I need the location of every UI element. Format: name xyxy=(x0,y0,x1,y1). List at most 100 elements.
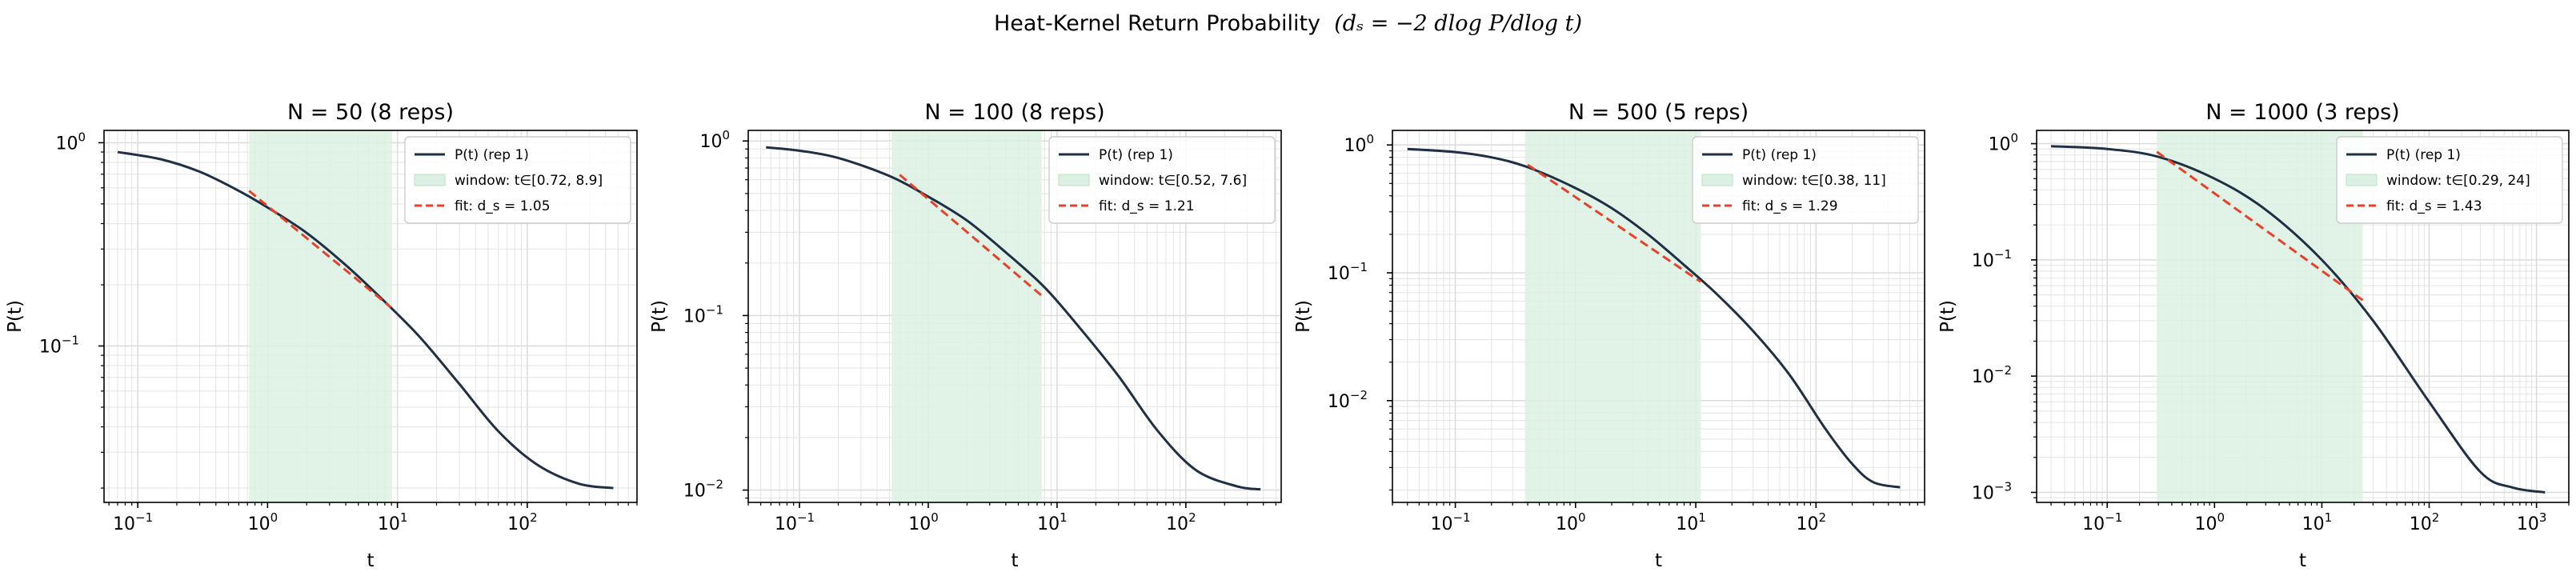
subplot-title: N = 500 (5 reps) xyxy=(1568,100,1749,125)
fit-window-band xyxy=(1524,130,1701,502)
x-tick-exponent: 1 xyxy=(2325,510,2333,525)
legend-label-window: window: t∈[0.29, 24] xyxy=(2386,173,2530,189)
y-tick-label: 10−1 xyxy=(683,302,723,326)
plot-frame xyxy=(2036,130,2570,503)
x-tick-exponent: −1 xyxy=(135,510,153,525)
legend-box xyxy=(1692,136,1919,224)
y-tick-exponent: −1 xyxy=(62,333,79,347)
legend-box xyxy=(2336,136,2563,224)
x-tick-label: 101 xyxy=(1037,510,1068,534)
y-tick-label: 100 xyxy=(1344,132,1374,156)
x-tick-exponent: 2 xyxy=(530,510,538,525)
legend-label-curve: P(t) (rep 1) xyxy=(1099,147,1173,163)
legend-label-fit: fit: d_s = 1.43 xyxy=(2386,198,2482,214)
x-tick-label: 103 xyxy=(2517,510,2547,534)
subplot-title: N = 50 (8 reps) xyxy=(287,100,454,125)
y-tick-exponent: −2 xyxy=(706,478,723,492)
y-tick-label: 10−2 xyxy=(1328,388,1368,412)
y-tick-label: 10−2 xyxy=(683,478,723,502)
x-tick-exponent: 1 xyxy=(1698,510,1706,525)
legend-box xyxy=(404,136,631,224)
x-tick-exponent: 1 xyxy=(400,510,408,525)
legend: P(t) (rep 1) window: t∈[0.38, 11] fit: d_s… xyxy=(1692,136,1919,224)
series-line-rep-1 xyxy=(117,150,614,490)
y-tick-exponent: 0 xyxy=(78,130,86,144)
x-axis-label: t xyxy=(1655,550,1662,571)
y-tick-label: 100 xyxy=(699,128,730,152)
y-tick-exponent: 0 xyxy=(722,128,730,142)
y-tick-exponent: −1 xyxy=(1994,247,2012,262)
fit-window-band xyxy=(2157,130,2363,502)
x-axis-label: t xyxy=(1011,550,1018,571)
x-tick-exponent: −1 xyxy=(2105,510,2122,525)
legend-label-window: window: t∈[0.72, 8.9] xyxy=(455,173,603,189)
x-axis-label: t xyxy=(367,550,374,571)
legend-swatch-window xyxy=(2346,174,2378,186)
x-tick-exponent: 2 xyxy=(1188,510,1196,525)
y-tick-exponent: −2 xyxy=(1350,388,1368,402)
fit-line xyxy=(1527,163,1702,283)
subplot-title: N = 1000 (3 reps) xyxy=(2205,100,2399,125)
series-line-rep-1 xyxy=(766,146,1261,491)
x-tick-exponent: −1 xyxy=(1452,510,1470,525)
plot-frame xyxy=(1392,130,1925,503)
legend-label-window: window: t∈[0.52, 7.6] xyxy=(1099,173,1247,189)
legend: P(t) (rep 1) window: t∈[0.72, 8.9] fit: d_… xyxy=(404,136,631,224)
x-tick-exponent: 0 xyxy=(2217,510,2225,525)
y-tick-exponent: 0 xyxy=(1366,132,1374,146)
legend-label-window: window: t∈[0.38, 11] xyxy=(1742,173,1886,189)
y-tick-label: 10−1 xyxy=(1972,247,2012,271)
x-tick-label: 10−1 xyxy=(2082,510,2122,534)
x-tick-exponent: −1 xyxy=(797,510,815,525)
fit-line xyxy=(248,190,392,309)
legend-label-curve: P(t) (rep 1) xyxy=(1742,147,1817,163)
legend: P(t) (rep 1) window: t∈[0.52, 7.6] fit: d_… xyxy=(1048,136,1276,224)
x-tick-exponent: 0 xyxy=(931,510,939,525)
y-tick-label: 100 xyxy=(55,130,86,154)
plot-frame xyxy=(103,130,638,503)
fit-line xyxy=(899,174,1043,297)
y-tick-exponent: 0 xyxy=(2010,131,2018,146)
y-tick-exponent: −2 xyxy=(1994,363,2012,378)
fit-line xyxy=(2156,150,2364,302)
y-tick-label: 10−3 xyxy=(1972,479,2012,503)
x-tick-label: 100 xyxy=(248,510,278,534)
x-tick-label: 10−1 xyxy=(775,510,815,534)
x-tick-label: 100 xyxy=(908,510,939,534)
figure-title: Heat-Kernel Return Probability (dₛ = −2 … xyxy=(0,11,2576,36)
x-tick-exponent: 0 xyxy=(1578,510,1586,525)
x-tick-label: 102 xyxy=(507,510,538,534)
x-tick-label: 101 xyxy=(1676,510,1706,534)
legend-swatch-window xyxy=(1701,174,1733,186)
y-axis-label: P(t) xyxy=(649,300,670,333)
fit-window-band xyxy=(249,130,391,502)
legend: P(t) (rep 1) window: t∈[0.29, 24] fit: d_s… xyxy=(2336,136,2563,224)
legend-label-curve: P(t) (rep 1) xyxy=(455,147,529,163)
y-tick-label: 10−2 xyxy=(1972,363,2012,387)
y-axis-label: P(t) xyxy=(5,300,26,333)
fit-window-band xyxy=(891,130,1042,502)
x-tick-exponent: 2 xyxy=(2432,510,2440,525)
legend-swatch-window xyxy=(1058,174,1090,186)
y-tick-exponent: −3 xyxy=(1994,479,2012,494)
series-line-rep-1 xyxy=(2050,145,2546,494)
x-tick-exponent: 2 xyxy=(1819,510,1827,525)
series-line-rep-1 xyxy=(1407,147,1901,489)
y-tick-label: 10−1 xyxy=(1328,260,1368,284)
x-tick-label: 101 xyxy=(2302,510,2333,534)
legend-label-fit: fit: d_s = 1.05 xyxy=(455,198,551,214)
plot-frame xyxy=(747,130,1282,503)
x-tick-label: 10−1 xyxy=(1430,510,1470,534)
x-tick-label: 102 xyxy=(1797,510,1827,534)
legend-label-fit: fit: d_s = 1.29 xyxy=(1742,198,1838,214)
y-tick-exponent: −1 xyxy=(706,302,723,317)
x-tick-exponent: 1 xyxy=(1060,510,1068,525)
x-tick-label: 100 xyxy=(1556,510,1586,534)
y-axis-label: P(t) xyxy=(1293,300,1314,333)
x-tick-label: 101 xyxy=(378,510,408,534)
